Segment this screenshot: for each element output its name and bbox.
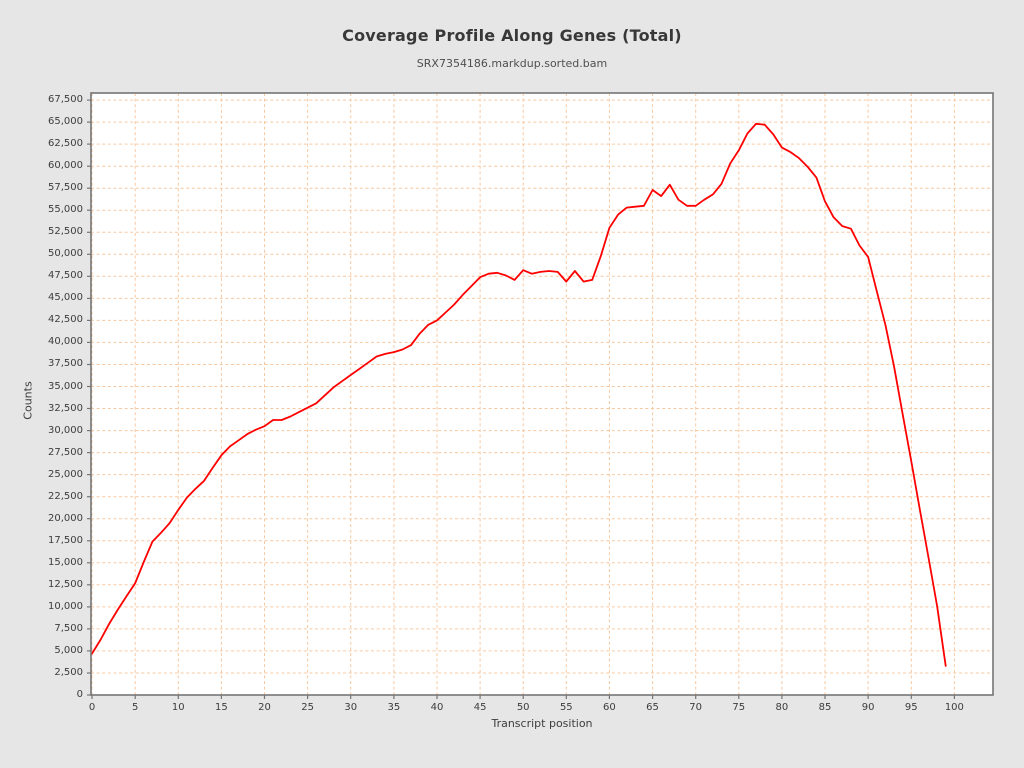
y-tick-label: 0: [76, 689, 83, 700]
y-tick-label: 22,500: [48, 490, 83, 502]
y-tick-label: 17,500: [48, 534, 83, 546]
y-tick-label: 2,500: [54, 666, 83, 678]
plot-border: [90, 92, 994, 696]
y-tick-label: 20,000: [48, 512, 83, 524]
y-tick-label: 7,500: [54, 622, 83, 634]
y-tick-label: 67,500: [48, 94, 83, 106]
x-tick-label: 30: [344, 702, 358, 713]
x-tick-label: 50: [516, 702, 530, 713]
x-tick-label: 95: [904, 702, 918, 713]
y-axis-title-text: Counts: [21, 381, 35, 420]
y-tick-label: 47,500: [48, 270, 83, 282]
x-tick-label: 60: [603, 702, 616, 713]
y-tick-label: 12,500: [48, 578, 83, 590]
x-tick-label: 15: [215, 702, 228, 713]
y-tick-label: 45,000: [48, 292, 83, 304]
y-tick-label: 15,000: [48, 556, 83, 568]
y-tick-label: 30,000: [48, 424, 83, 436]
y-tick-label: 62,500: [48, 138, 83, 150]
x-axis-title: Transcript position: [491, 717, 593, 730]
x-tick-label: 25: [301, 702, 314, 713]
x-tick-label: 35: [387, 702, 401, 713]
plot-background: [91, 93, 993, 695]
coverage-line-series: [91, 122, 947, 667]
y-tick-label: 35,000: [48, 380, 83, 392]
y-tick-label: 32,500: [48, 402, 83, 414]
y-tick-label: 65,000: [48, 116, 83, 128]
x-tick-label: 65: [646, 702, 659, 713]
x-tick-label: 45: [473, 702, 487, 713]
y-tick-label: 60,000: [48, 160, 83, 172]
chart-title: Coverage Profile Along Genes (Total): [342, 26, 682, 45]
x-tick-label: 70: [689, 702, 703, 713]
x-tick-label: 100: [944, 702, 964, 713]
x-tick-label: 90: [861, 702, 875, 713]
gridlines: [91, 93, 993, 696]
x-tick-label: 20: [258, 702, 271, 713]
y-tick-label: 40,000: [48, 336, 83, 348]
x-tick-label: 55: [559, 702, 573, 713]
y-tick-label: 52,500: [48, 226, 83, 238]
x-tick-label: 5: [131, 702, 139, 713]
x-tick-label: 80: [775, 702, 789, 713]
y-tick-label: 25,000: [48, 468, 83, 480]
x-tick-label: 40: [430, 702, 444, 713]
y-tick-label: 5,000: [54, 644, 83, 656]
x-tick-label: 75: [732, 702, 746, 713]
x-tick-label: 85: [818, 702, 832, 713]
y-tick-label: 10,000: [48, 600, 83, 612]
y-tick-label: 57,500: [48, 182, 83, 194]
chart-subtitle: SRX7354186.markdup.sorted.bam: [416, 57, 608, 70]
x-tick-label: 0: [88, 702, 96, 713]
y-tick-label: 50,000: [48, 248, 83, 260]
y-tick-label: 37,500: [48, 358, 83, 370]
x-tick-label: 10: [171, 702, 185, 713]
y-tick-label: 55,000: [48, 204, 83, 216]
y-tick-label: 42,500: [48, 314, 83, 326]
y-tick-label: 27,500: [48, 446, 83, 458]
